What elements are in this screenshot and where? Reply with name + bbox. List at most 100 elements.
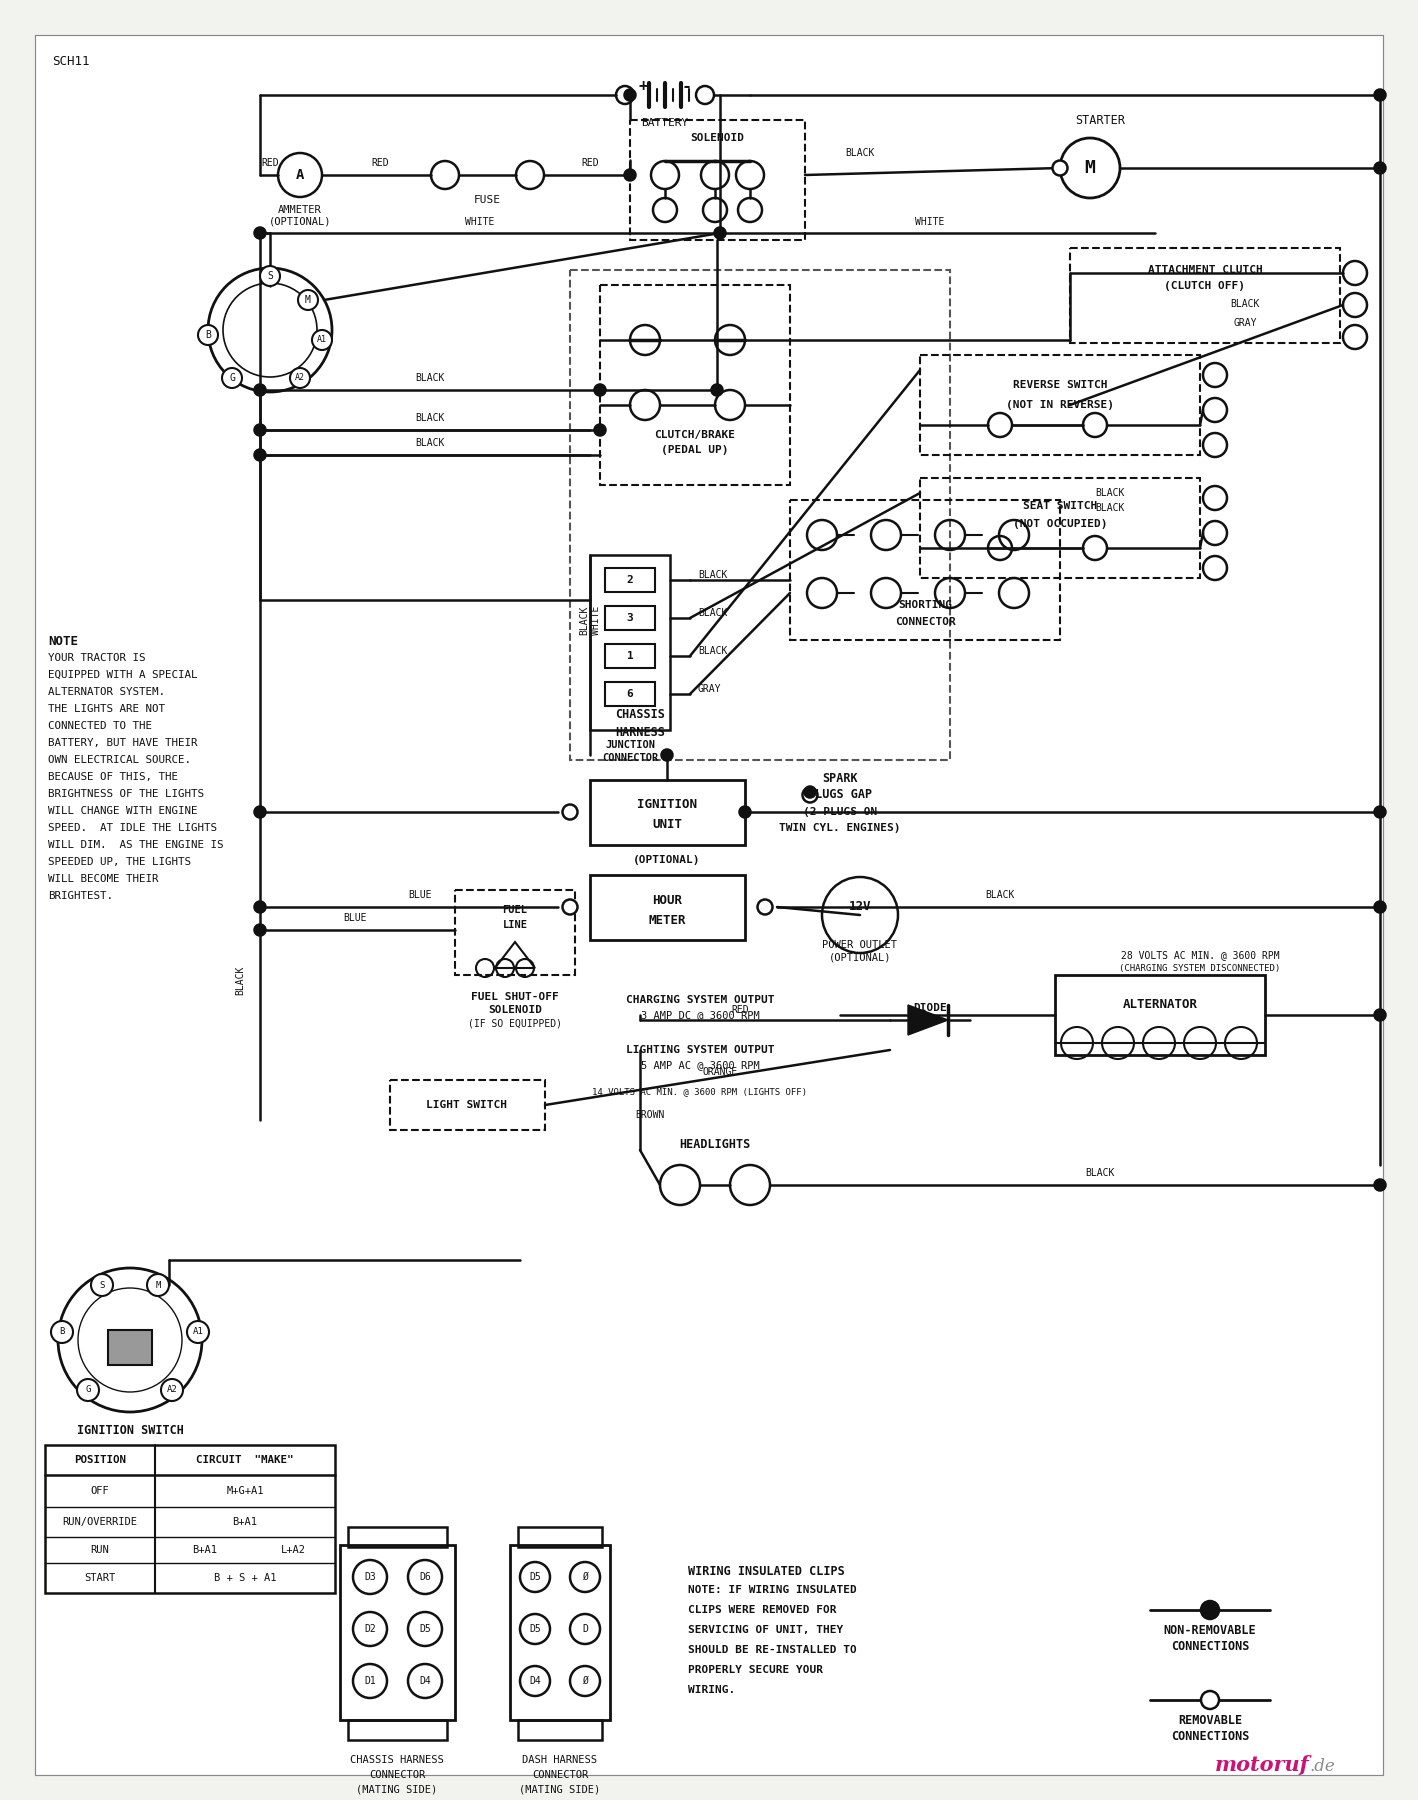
Text: WHITE: WHITE bbox=[915, 218, 944, 227]
Bar bbox=[920, 355, 1200, 455]
Text: PLUGS GAP: PLUGS GAP bbox=[808, 788, 872, 801]
Text: BLACK: BLACK bbox=[698, 646, 727, 655]
Text: CONNECTOR: CONNECTOR bbox=[369, 1769, 425, 1780]
Text: SOLENOID: SOLENOID bbox=[488, 1004, 542, 1015]
Text: POWER OUTLET: POWER OUTLET bbox=[822, 940, 898, 950]
Text: BLACK: BLACK bbox=[845, 148, 875, 158]
Text: HARNESS: HARNESS bbox=[615, 725, 665, 738]
Text: D5: D5 bbox=[529, 1571, 540, 1582]
Circle shape bbox=[162, 1379, 183, 1400]
Text: D1: D1 bbox=[364, 1676, 376, 1687]
Text: RUN: RUN bbox=[91, 1544, 109, 1555]
Circle shape bbox=[1374, 1010, 1385, 1021]
Circle shape bbox=[298, 290, 318, 310]
Circle shape bbox=[594, 385, 605, 396]
Text: REVERSE SWITCH: REVERSE SWITCH bbox=[1012, 380, 1107, 391]
Circle shape bbox=[254, 925, 265, 936]
Text: motoruf: motoruf bbox=[1215, 1755, 1310, 1775]
Bar bbox=[605, 682, 655, 706]
Text: M+G+A1: M+G+A1 bbox=[227, 1487, 264, 1496]
Text: (IF SO EQUIPPED): (IF SO EQUIPPED) bbox=[468, 1019, 562, 1028]
Circle shape bbox=[147, 1274, 169, 1296]
Text: BLACK: BLACK bbox=[1095, 502, 1124, 513]
Text: A1: A1 bbox=[318, 335, 328, 344]
Text: L+A2: L+A2 bbox=[281, 1544, 305, 1555]
Text: HEADLIGHTS: HEADLIGHTS bbox=[679, 1139, 750, 1152]
Text: EQUIPPED WITH A SPECIAL: EQUIPPED WITH A SPECIAL bbox=[48, 670, 197, 680]
Text: BLACK: BLACK bbox=[1095, 488, 1124, 499]
Circle shape bbox=[254, 227, 265, 238]
Text: POSITION: POSITION bbox=[74, 1454, 126, 1465]
Text: Ø: Ø bbox=[581, 1571, 588, 1582]
Circle shape bbox=[712, 385, 723, 396]
Bar bbox=[590, 779, 744, 844]
Circle shape bbox=[51, 1321, 72, 1343]
Circle shape bbox=[254, 450, 265, 461]
Text: NOTE: NOTE bbox=[48, 635, 78, 648]
Text: RED: RED bbox=[732, 1004, 749, 1015]
Text: NOTE: IF WIRING INSULATED: NOTE: IF WIRING INSULATED bbox=[688, 1586, 856, 1595]
Bar bbox=[518, 1721, 603, 1741]
Text: B + S + A1: B + S + A1 bbox=[214, 1573, 277, 1582]
Circle shape bbox=[77, 1379, 99, 1400]
Text: (CHARGING SYSTEM DISCONNECTED): (CHARGING SYSTEM DISCONNECTED) bbox=[1119, 963, 1280, 972]
Text: +: + bbox=[638, 79, 648, 94]
Text: 6: 6 bbox=[627, 689, 634, 698]
Bar bbox=[518, 1526, 603, 1546]
Text: RUN/OVERRIDE: RUN/OVERRIDE bbox=[62, 1517, 138, 1526]
Circle shape bbox=[757, 900, 773, 914]
Text: 3 AMP DC @ 3600 RPM: 3 AMP DC @ 3600 RPM bbox=[641, 1010, 760, 1021]
Text: SPARK: SPARK bbox=[822, 772, 858, 785]
Circle shape bbox=[1374, 162, 1385, 173]
Text: SPEED.  AT IDLE THE LIGHTS: SPEED. AT IDLE THE LIGHTS bbox=[48, 823, 217, 833]
Bar bbox=[347, 1721, 447, 1741]
Text: BLUE: BLUE bbox=[408, 889, 431, 900]
Text: BLACK: BLACK bbox=[1085, 1168, 1115, 1177]
Text: A2: A2 bbox=[167, 1386, 177, 1395]
Text: (OPTIONAL): (OPTIONAL) bbox=[269, 216, 332, 227]
Text: BLACK: BLACK bbox=[986, 889, 1015, 900]
Bar bbox=[570, 270, 950, 760]
Text: WIRING INSULATED CLIPS: WIRING INSULATED CLIPS bbox=[688, 1564, 845, 1579]
Text: RED: RED bbox=[261, 158, 279, 167]
Text: M: M bbox=[1085, 158, 1096, 176]
Circle shape bbox=[254, 425, 265, 436]
Text: BLACK: BLACK bbox=[235, 965, 245, 995]
Text: IGNITION: IGNITION bbox=[637, 799, 698, 812]
Text: BRIGHTEST.: BRIGHTEST. bbox=[48, 891, 113, 902]
Text: M: M bbox=[156, 1280, 160, 1289]
Text: BRIGHTNESS OF THE LIGHTS: BRIGHTNESS OF THE LIGHTS bbox=[48, 788, 204, 799]
Text: GRAY: GRAY bbox=[698, 684, 722, 695]
Text: 28 VOLTS AC MIN. @ 3600 RPM: 28 VOLTS AC MIN. @ 3600 RPM bbox=[1120, 950, 1279, 959]
Text: ALTERNATOR: ALTERNATOR bbox=[1123, 999, 1197, 1012]
Bar bbox=[45, 1445, 335, 1593]
Circle shape bbox=[1374, 90, 1385, 101]
Text: D2: D2 bbox=[364, 1624, 376, 1634]
Text: (MATING SIDE): (MATING SIDE) bbox=[356, 1786, 438, 1795]
Text: B+A1: B+A1 bbox=[233, 1517, 258, 1526]
Text: ATTACHMENT CLUTCH: ATTACHMENT CLUTCH bbox=[1147, 265, 1262, 275]
Circle shape bbox=[715, 227, 726, 238]
Text: SOLENOID: SOLENOID bbox=[691, 133, 744, 142]
Text: ORANGE: ORANGE bbox=[702, 1067, 737, 1076]
Text: M: M bbox=[305, 295, 311, 304]
Text: (NOT OCCUPIED): (NOT OCCUPIED) bbox=[1012, 518, 1107, 529]
Text: -: - bbox=[682, 77, 692, 95]
Bar bbox=[390, 1080, 545, 1130]
Text: CHARGING SYSTEM OUTPUT: CHARGING SYSTEM OUTPUT bbox=[625, 995, 774, 1004]
Circle shape bbox=[624, 169, 635, 180]
Text: (OPTIONAL): (OPTIONAL) bbox=[634, 855, 700, 866]
Circle shape bbox=[254, 385, 265, 396]
Text: STARTER: STARTER bbox=[1075, 113, 1124, 126]
Bar bbox=[790, 500, 1061, 641]
Text: GRAY: GRAY bbox=[1234, 319, 1256, 328]
Polygon shape bbox=[908, 1004, 949, 1035]
Circle shape bbox=[740, 806, 750, 817]
Text: 3: 3 bbox=[627, 614, 634, 623]
Text: A1: A1 bbox=[193, 1328, 203, 1336]
Text: START: START bbox=[85, 1573, 116, 1582]
Text: A2: A2 bbox=[295, 374, 305, 383]
Bar bbox=[605, 607, 655, 630]
Text: SHOULD BE RE-INSTALLED TO: SHOULD BE RE-INSTALLED TO bbox=[688, 1645, 856, 1654]
Text: CONNECTOR: CONNECTOR bbox=[601, 752, 658, 763]
